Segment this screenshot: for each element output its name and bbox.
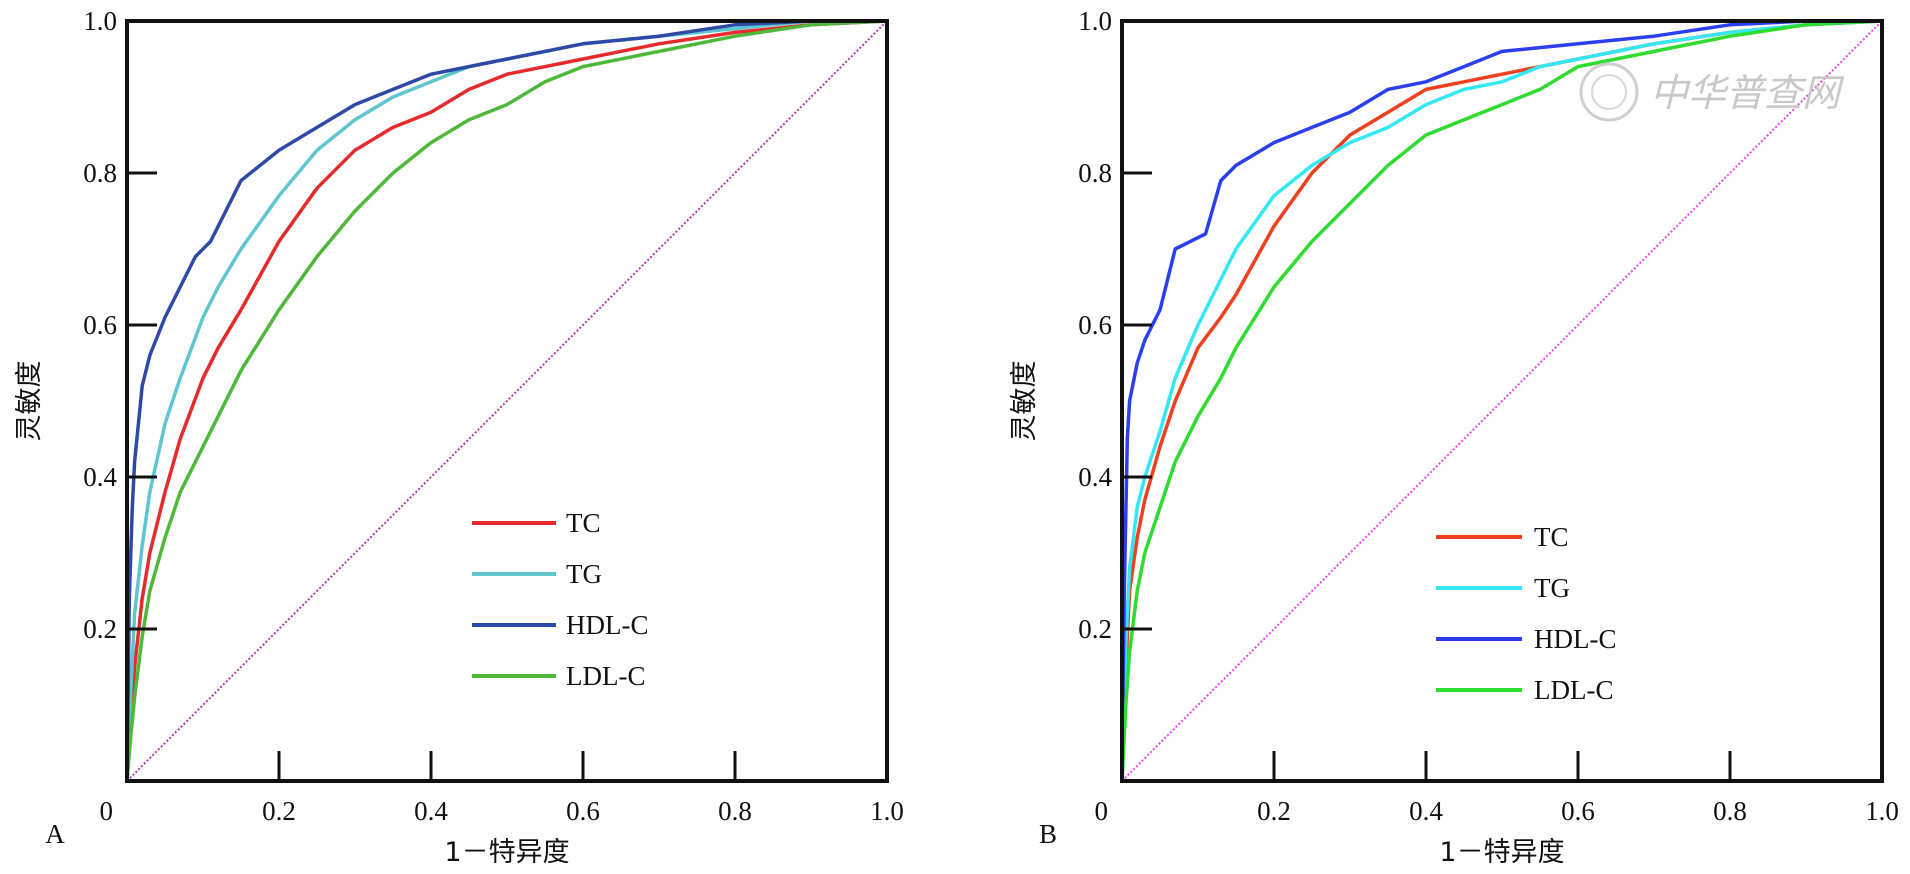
x-tick-label: 0.8 [1713,796,1747,826]
x-tick-label: 0.2 [262,796,296,826]
legend-label-hdl-c: HDL-C [1534,624,1617,654]
roc-panel-a: 0.2 0.4 0.6 0.8 1.0 0 0.2 0.4 0.6 0.8 1.0 1－特异度 灵敏度 A… [14,6,904,868]
x-tick-label: 0.8 [718,796,752,826]
legend: TC TG HDL-C LDL-C [472,508,649,691]
x-tick-label: 0.4 [414,796,448,826]
series-line-ldl-c [125,19,888,782]
x-axis-title: 1－特异度 [1439,837,1564,868]
legend-label-tc: TC [1534,522,1569,552]
panel-label: A [45,819,65,849]
panel-label: B [1039,819,1057,849]
legend-label-tc: TC [566,508,601,538]
y-tick-label: 0.4 [1078,462,1112,492]
y-axis-title: 灵敏度 [1009,361,1040,442]
legend-label-hdl-c: HDL-C [566,610,649,640]
y-tick-label: 0.2 [1078,614,1112,644]
series-line-tc [125,19,888,782]
seal-logo-icon [1579,62,1639,122]
series-line-ldl-c [1120,19,1883,782]
legend: TC TG HDL-C LDL-C [1436,522,1617,705]
series-line-hdl-c [1120,19,1882,782]
y-tick-label: 0.6 [83,310,117,340]
series-line-tg [1120,19,1883,782]
y-tick-label: 1.0 [83,6,117,36]
x-tick-label: 1.0 [870,796,904,826]
x-tick-label: 0.6 [566,796,600,826]
plot-frame [1120,19,1884,783]
y-tick-label: 0.2 [83,614,117,644]
roc-panel-b: 0.2 0.4 0.6 0.8 1.0 0 0.2 0.4 0.6 0.8 1.0 1－特异度 灵敏度 B… [1009,6,1899,868]
y-tick-label: 0.4 [83,462,117,492]
watermark: 中华普查网 [1579,62,1845,122]
x-tick-label: 0 [1095,796,1109,826]
x-tick-label: 0.6 [1561,796,1595,826]
seal-logo-icon-inner [1591,74,1627,110]
y-tick-label: 1.0 [1078,6,1112,36]
legend-label-ldl-c: LDL-C [566,661,645,691]
y-tick-label: 0.8 [1078,158,1112,188]
watermark-text: 中华普查网 [1650,71,1845,115]
legend-label-tg: TG [566,559,602,589]
x-tick-label: 0.2 [1257,796,1291,826]
plot-frame [125,19,889,783]
x-axis-title: 1－特异度 [444,837,569,868]
legend-label-ldl-c: LDL-C [1534,675,1613,705]
reference-diagonal-line [126,20,888,782]
legend-label-tg: TG [1534,573,1570,603]
x-tick-label: 1.0 [1865,796,1899,826]
y-tick-label: 0.8 [83,158,117,188]
y-axis-title: 灵敏度 [14,361,45,442]
reference-diagonal-line [1121,20,1883,782]
series-line-hdl-c [125,19,887,782]
y-tick-label: 0.6 [1078,310,1112,340]
x-tick-label: 0 [100,796,114,826]
x-tick-label: 0.4 [1409,796,1443,826]
